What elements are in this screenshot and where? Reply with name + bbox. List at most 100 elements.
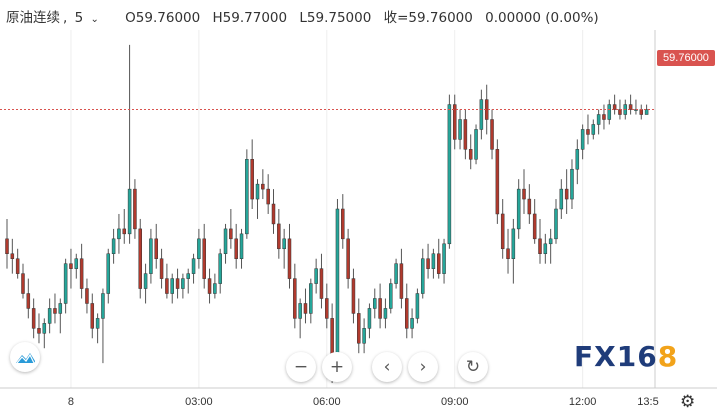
- candle-body-up: [431, 253, 436, 269]
- candle-body-down: [468, 149, 473, 160]
- minus-icon[interactable]: −: [286, 352, 316, 382]
- candle-body-up: [191, 258, 196, 274]
- candle-body-down: [357, 313, 361, 344]
- candle: [47, 298, 52, 334]
- candle: [543, 233, 548, 264]
- candle-body-up: [367, 308, 372, 329]
- candle: [415, 288, 420, 324]
- candle-body-up: [197, 238, 201, 259]
- candle: [218, 248, 222, 294]
- candle: [207, 268, 212, 304]
- candle-body-up: [458, 119, 462, 140]
- candle-body-up: [101, 293, 105, 319]
- candle-body-down: [122, 228, 127, 235]
- candle-body-up: [186, 273, 190, 279]
- candle: [538, 218, 542, 264]
- refresh-icon[interactable]: ↻: [458, 352, 488, 382]
- gear-icon[interactable]: ⚙: [680, 392, 696, 412]
- candle: [223, 223, 228, 264]
- candle-body-down: [436, 253, 441, 274]
- chevron-left-icon[interactable]: ‹: [372, 352, 402, 382]
- candle-body-up: [559, 188, 564, 210]
- candle-body-up: [218, 253, 222, 284]
- candle-body-up: [580, 129, 585, 150]
- chevron-right-icon[interactable]: ›: [408, 352, 438, 382]
- candle: [255, 179, 260, 219]
- candle-body-up: [575, 149, 580, 170]
- candle: [495, 139, 500, 224]
- candle: [250, 139, 254, 209]
- candle: [53, 293, 57, 324]
- candle: [634, 99, 638, 115]
- chart-header: 原油连续, 5 ⌄ O59.76000 H59.77000 L59.75000 …: [6, 10, 599, 26]
- candle: [602, 104, 606, 130]
- candle-body-down: [495, 149, 500, 215]
- candle: [527, 184, 532, 224]
- candle-body-up: [447, 104, 452, 245]
- candle: [79, 243, 84, 299]
- interval-label[interactable]: 5: [74, 10, 84, 26]
- change-value: 0.00000 (0.00%): [485, 10, 599, 26]
- candle: [111, 228, 116, 264]
- candle: [106, 248, 111, 304]
- candle: [559, 179, 564, 219]
- candle: [303, 288, 308, 324]
- open-value: O59.76000: [125, 10, 201, 26]
- candle: [239, 228, 244, 269]
- candles: [5, 44, 649, 384]
- candle: [405, 283, 409, 339]
- candle-body-up: [117, 228, 121, 240]
- candle: [373, 288, 377, 319]
- candle: [479, 89, 484, 140]
- candle: [399, 248, 404, 309]
- chevron-down-icon[interactable]: ⌄: [90, 14, 99, 25]
- candle: [261, 169, 265, 200]
- candle: [186, 268, 190, 294]
- candle-body-down: [69, 263, 73, 269]
- candle: [282, 228, 286, 269]
- candle: [490, 109, 494, 160]
- candle-body-down: [79, 258, 84, 289]
- candle-body-up: [245, 159, 249, 235]
- candle-body-up: [389, 283, 393, 309]
- candle-body-up: [570, 168, 574, 200]
- candle: [165, 263, 169, 299]
- candle-body-down: [133, 188, 137, 230]
- candle: [383, 298, 388, 329]
- candle-body-up: [373, 298, 377, 309]
- candle-body-up: [181, 278, 185, 289]
- candle: [143, 263, 148, 304]
- candle-body-down: [266, 188, 270, 205]
- candle-body-down: [628, 104, 633, 110]
- candle-body-down: [175, 278, 180, 289]
- candle-body-up: [255, 183, 260, 200]
- candle: [175, 268, 180, 299]
- candle: [378, 283, 382, 329]
- candle: [644, 104, 649, 115]
- candle-body-up: [335, 208, 340, 369]
- candle: [447, 94, 452, 249]
- candle: [85, 278, 89, 314]
- symbol-name[interactable]: 原油连续: [6, 10, 60, 26]
- candle-body-up: [410, 318, 414, 329]
- candle-body-up: [591, 124, 596, 135]
- candle: [69, 248, 73, 289]
- candle: [133, 179, 137, 239]
- candle: [618, 99, 622, 120]
- candle-body-down: [165, 278, 169, 294]
- candle: [500, 199, 505, 259]
- candle-body-up: [362, 328, 366, 344]
- candle-body-up: [127, 188, 132, 235]
- plus-icon[interactable]: +: [322, 352, 352, 382]
- candle: [122, 209, 127, 244]
- candle-body-up: [95, 318, 100, 329]
- candle-body-up: [420, 258, 425, 294]
- candle-body-down: [138, 228, 142, 289]
- candle: [309, 278, 313, 324]
- mountain-logo-icon[interactable]: [10, 342, 40, 372]
- candle: [74, 253, 79, 279]
- candle-body-up: [548, 238, 553, 245]
- candle-body-down: [378, 298, 382, 319]
- candle: [570, 159, 574, 209]
